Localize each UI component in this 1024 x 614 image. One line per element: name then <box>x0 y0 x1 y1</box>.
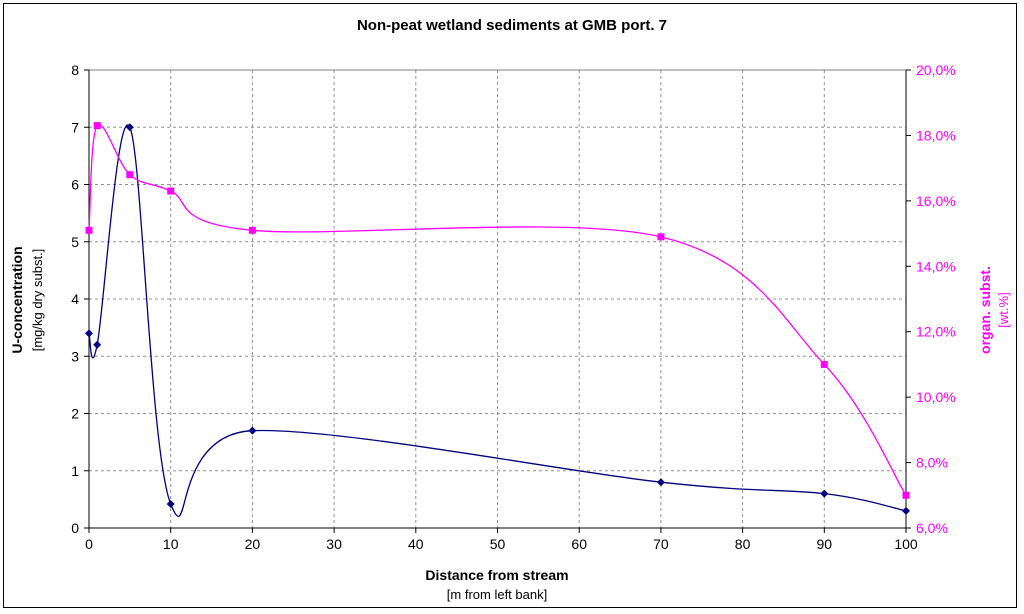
chart-title: Non-peat wetland sediments at GMB port. … <box>357 17 667 34</box>
y-tick-label: 4 <box>71 291 79 307</box>
x-tick-label: 90 <box>817 536 833 552</box>
data-point-organic <box>248 226 256 234</box>
x-axis-label: Distance from stream <box>425 567 568 583</box>
y-tick-label: 1 <box>71 463 79 479</box>
data-point-uranium <box>93 340 102 349</box>
data-point-uranium <box>248 426 257 435</box>
y-tick-label: 7 <box>71 119 79 135</box>
series-line-organic <box>88 123 907 496</box>
x-tick-label: 0 <box>85 536 93 552</box>
x-tick-label: 100 <box>894 536 918 552</box>
y2-ticks: 6,0% 8,0% 10,0% 12,0% 14,0% 16,0% 18,0% 20,0% <box>906 62 956 536</box>
y2-axis-sublabel: [wt.%] <box>996 292 1011 327</box>
data-point-organic <box>657 233 665 241</box>
x-tick-label: 60 <box>571 536 587 552</box>
y-tick-label: 3 <box>71 348 79 364</box>
data-point-uranium <box>85 329 93 338</box>
y2-tick-label: 16,0% <box>916 193 956 209</box>
x-tick-label: 50 <box>490 536 506 552</box>
y-tick-label: 2 <box>71 406 79 422</box>
x-tick-label: 30 <box>326 536 342 552</box>
data-point-uranium <box>656 478 665 487</box>
data-point-organic <box>85 226 93 234</box>
y-tick-label: 5 <box>71 234 79 250</box>
x-tick-label: 20 <box>245 536 261 552</box>
y2-axis-label: organ. subst. <box>977 266 993 354</box>
y2-tick-label: 6,0% <box>916 520 948 536</box>
x-tick-label: 40 <box>408 536 424 552</box>
data-point-organic <box>93 122 101 130</box>
series-line-uranium <box>88 124 907 518</box>
data-point-organic <box>902 491 910 499</box>
y2-tick-label: 14,0% <box>916 258 956 274</box>
data-point-organic <box>820 360 828 368</box>
series-lines <box>88 123 907 518</box>
series-markers <box>85 122 910 515</box>
data-point-uranium <box>166 499 175 508</box>
data-point-organic <box>167 187 175 195</box>
data-point-organic <box>126 171 134 179</box>
grid <box>89 70 906 528</box>
y-tick-label: 6 <box>71 177 79 193</box>
data-point-uranium <box>125 123 134 132</box>
y2-tick-label: 10,0% <box>916 389 956 405</box>
y-tick-label: 0 <box>71 520 79 536</box>
x-axis-sublabel: [m from left bank] <box>447 587 547 602</box>
x-tick-label: 10 <box>163 536 179 552</box>
y-ticks: 0 1 2 3 4 5 6 7 8 <box>71 62 89 536</box>
x-tick-label: 80 <box>735 536 751 552</box>
y-tick-label: 8 <box>71 62 79 78</box>
x-ticks: 0 10 20 30 40 50 60 70 80 90 100 <box>85 528 918 552</box>
y2-tick-label: 8,0% <box>916 455 948 471</box>
data-point-uranium <box>820 489 829 498</box>
y2-tick-label: 20,0% <box>916 62 956 78</box>
y-axis-sublabel: [mg/kg dry subst.] <box>30 249 45 352</box>
x-tick-label: 70 <box>653 536 669 552</box>
data-point-uranium <box>902 506 910 515</box>
y2-tick-label: 12,0% <box>916 324 956 340</box>
y2-tick-label: 18,0% <box>916 127 956 143</box>
y-axis-label: U-concentration <box>9 246 25 353</box>
